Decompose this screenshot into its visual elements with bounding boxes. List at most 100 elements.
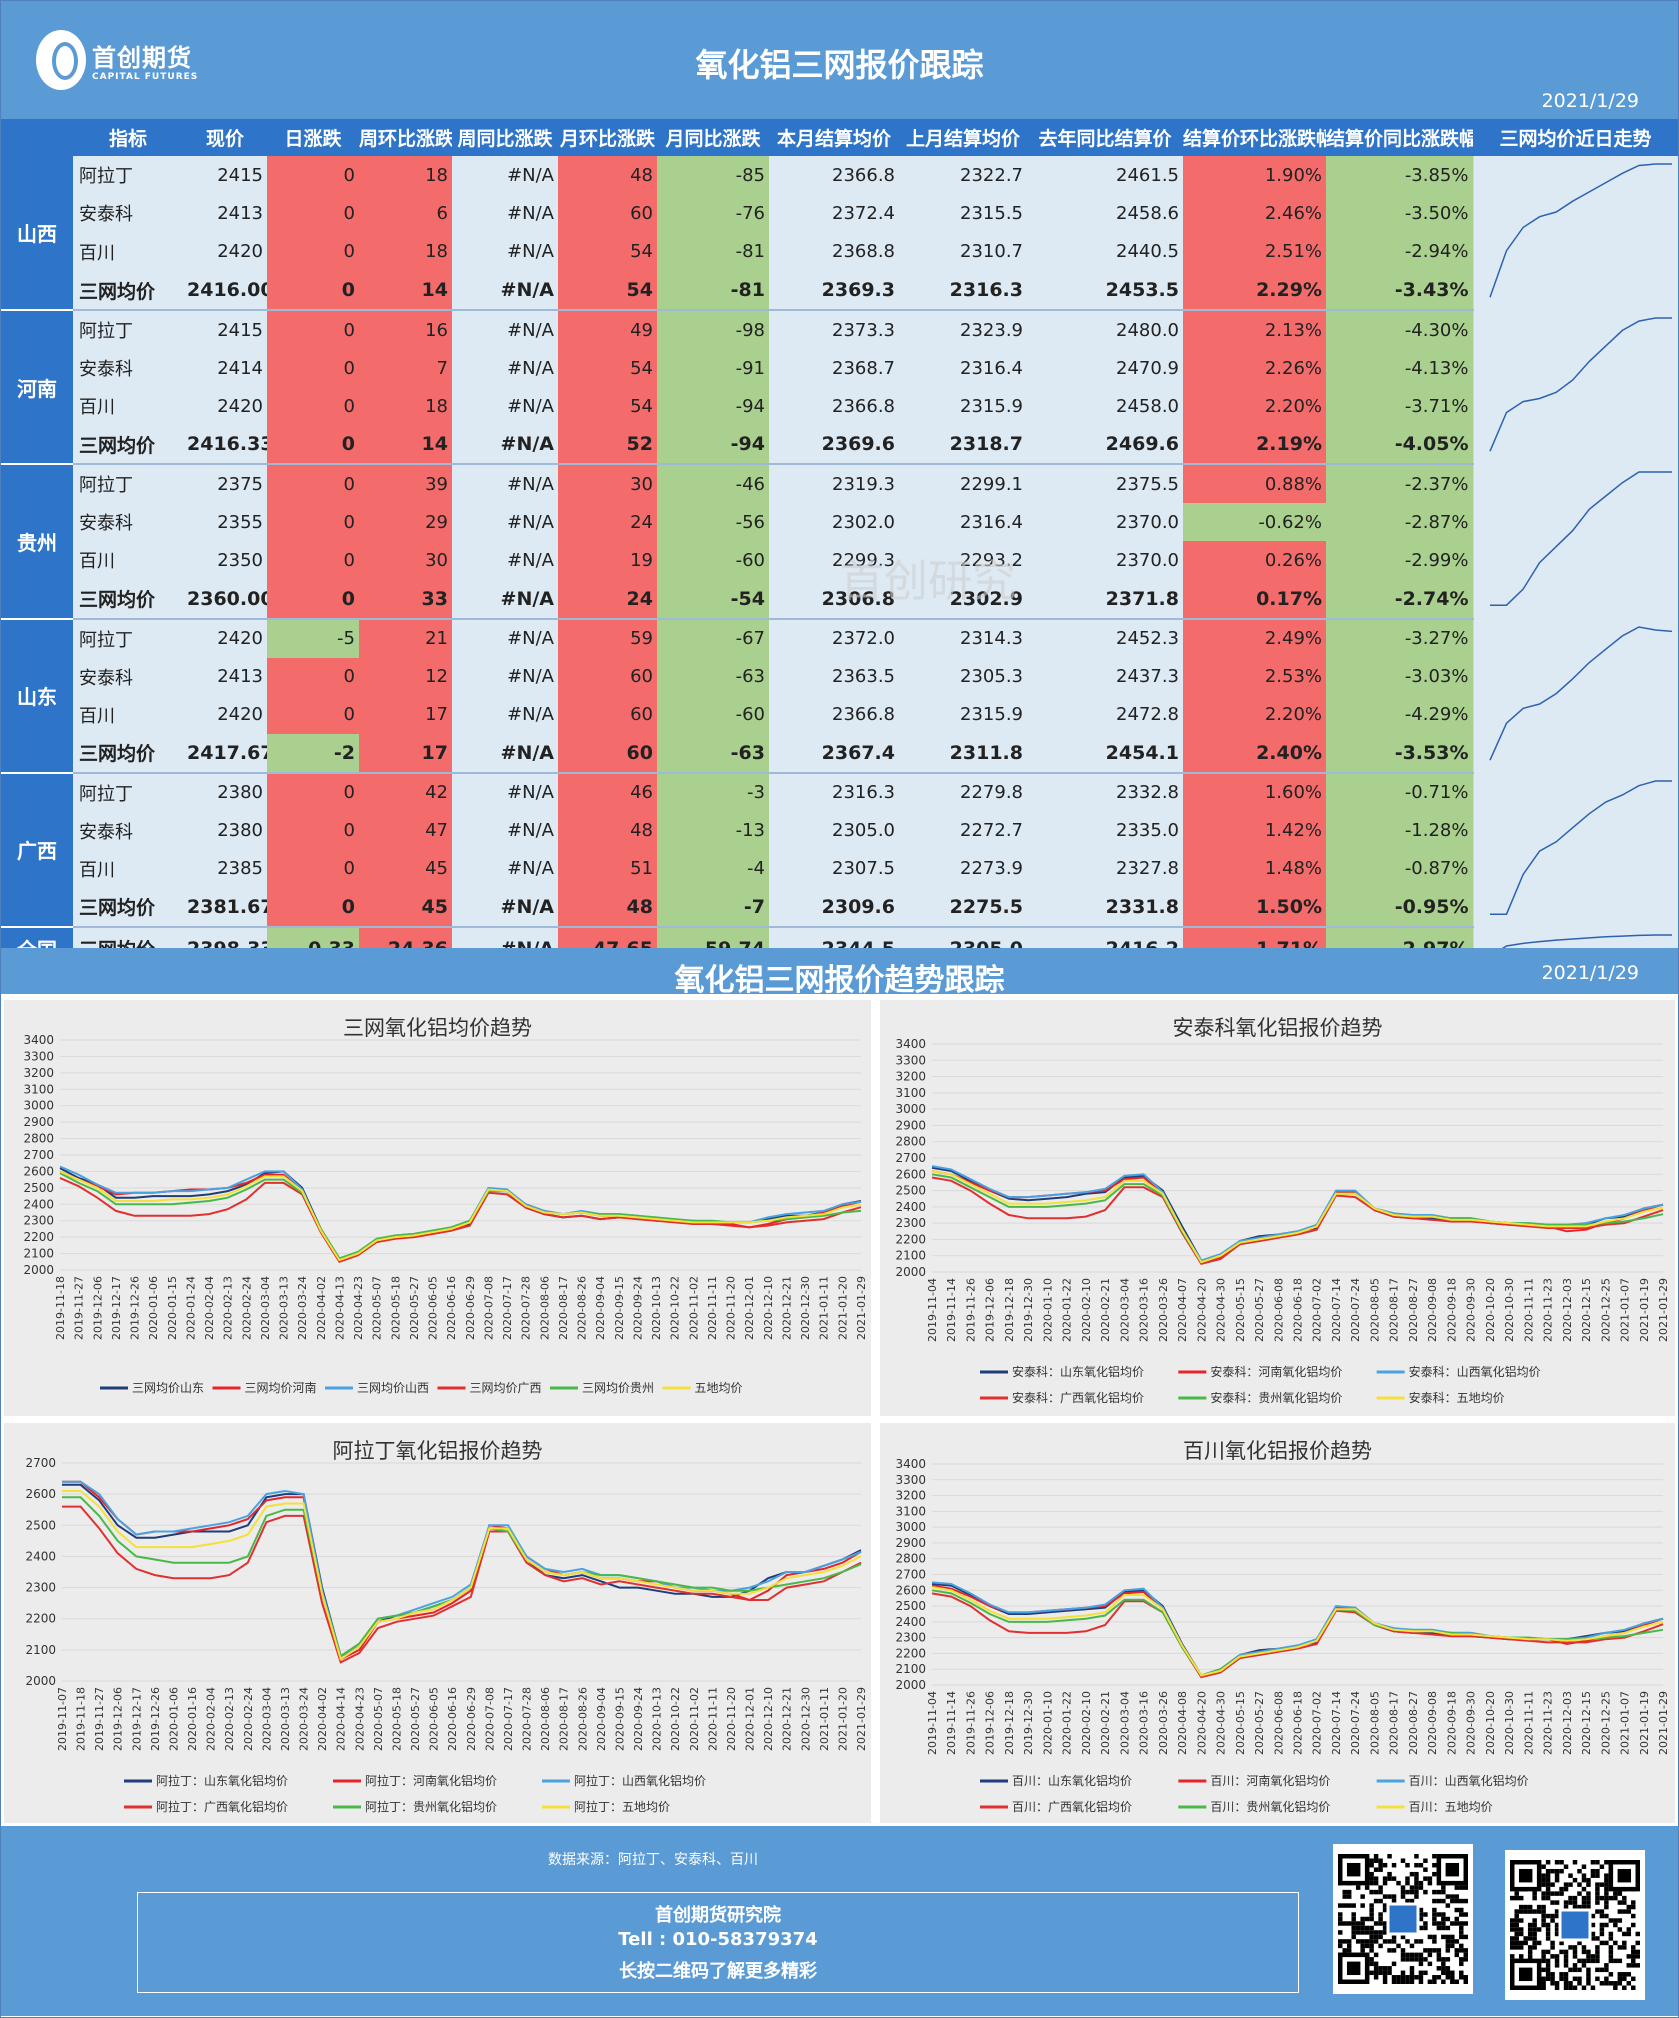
y-tick-label: 2400 [895, 1200, 926, 1214]
table-row: 三网均价 2416.00 0 14 #N/A 54 -81 2369.3 2316.3 2453.… [1, 270, 1678, 312]
x-tick-label: 2020-11-23 [1542, 1278, 1555, 1342]
column-header: 三网均价近日走势 [1473, 119, 1678, 156]
table-cell: 54 [558, 349, 657, 388]
table-cell: 2.13% [1183, 310, 1326, 350]
table-cell: 2322.7 [899, 156, 1027, 195]
table-cell: 2371.8 [1027, 579, 1183, 620]
table-cell: #N/A [452, 310, 558, 350]
sparkline-chart [1489, 625, 1673, 761]
table-cell: 2360.00 [183, 579, 267, 620]
table-cell: 0.88% [1183, 464, 1326, 504]
table-cell: -4.05% [1326, 425, 1473, 466]
y-tick-label: 2200 [895, 1232, 926, 1246]
table-row: 三网均价 2360.00 0 33 #N/A 24 -54 2306.8 2302.9 2371.… [1, 579, 1678, 620]
x-tick-label: 2019-12-06 [984, 1278, 997, 1342]
y-tick-label: 3400 [895, 1037, 926, 1051]
table-cell: 0 [267, 464, 359, 504]
x-tick-label: 2020-11-02 [688, 1687, 701, 1751]
y-tick-label: 2600 [25, 1487, 56, 1501]
x-tick-label: 2020-04-23 [353, 1687, 366, 1751]
column-header: 月同比涨跌 [657, 119, 769, 156]
x-tick-label: 2020-04-20 [1195, 1278, 1208, 1342]
x-tick-label: 2020-03-04 [259, 1276, 272, 1340]
table-cell: 1.48% [1183, 849, 1326, 888]
table-cell: #N/A [452, 733, 558, 774]
sparkline-chart [1490, 780, 1672, 915]
x-tick-label: 2020-04-14 [335, 1687, 348, 1751]
x-tick-label: 2020-07-02 [1311, 1278, 1324, 1342]
table-cell: 54 [558, 232, 657, 271]
x-tick-label: 2020-07-08 [482, 1276, 495, 1340]
legend-label: 安泰科：河南氧化铝均价 [1210, 1364, 1342, 1379]
table-cell: 42 [359, 772, 452, 812]
table-cell: #N/A [452, 618, 558, 658]
table-cell: 30 [359, 541, 452, 580]
table-cell: #N/A [452, 541, 558, 580]
qr-code-icon[interactable] [1505, 1850, 1645, 2000]
table-cell: -76 [657, 194, 769, 233]
table-cell: 0 [267, 387, 359, 426]
x-tick-label: 2020-01-10 [1041, 1691, 1054, 1755]
table-cell: #N/A [452, 425, 558, 466]
table-cell: 2368.7 [769, 349, 899, 388]
table-cell: 60 [558, 695, 657, 734]
legend-label: 安泰科：广西氧化铝均价 [1012, 1390, 1144, 1405]
x-tick-label: 2020-10-30 [1503, 1278, 1516, 1342]
x-tick-label: 2020-09-04 [595, 1687, 608, 1751]
table-cell: 2272.7 [899, 811, 1027, 850]
legend-label: 百川：贵州氧化铝均价 [1210, 1799, 1330, 1814]
table-cell: 29 [359, 503, 452, 542]
x-tick-label: 2020-08-06 [538, 1276, 551, 1340]
table-cell: 14 [359, 425, 452, 466]
x-tick-label: 2020-11-11 [706, 1687, 719, 1751]
series-line [62, 1496, 862, 1658]
y-tick-label: 2100 [23, 1247, 54, 1261]
x-tick-label: 2021-01-11 [818, 1687, 831, 1751]
x-tick-label: 2019-11-07 [56, 1687, 69, 1751]
x-tick-label: 2020-07-17 [502, 1687, 515, 1751]
legend-label: 阿拉丁：河南氧化铝均价 [365, 1773, 497, 1788]
sparkline-series [1490, 780, 1672, 915]
table-cell: 2480.0 [1027, 310, 1183, 350]
x-tick-label: 2020-02-21 [1099, 1691, 1112, 1755]
line-chart: 2000 2100 2200 2300 2400 2500 2600 2700 2800 2900… [23, 1033, 868, 1395]
logo-en: CAPITAL FUTURES [92, 72, 199, 82]
x-tick-label: 2019-12-30 [1022, 1278, 1035, 1342]
table-cell: 2420 [183, 232, 267, 271]
series-line [931, 1166, 1664, 1262]
x-tick-label: 2020-10-30 [1503, 1691, 1516, 1755]
table-row: 山西 阿拉丁 2415 0 18 #N/A 48 -85 2366.8 2322.7 2461.5 1… [1, 156, 1678, 312]
table-cell: 2469.6 [1027, 425, 1183, 466]
x-tick-label: 2020-07-02 [1311, 1691, 1324, 1755]
x-tick-label: 2019-12-06 [112, 1687, 125, 1751]
table-row: 河南 阿拉丁 2415 0 16 #N/A 49 -98 2373.3 2323.9 2480.0 2… [1, 310, 1678, 466]
table-cell: 2.26% [1183, 349, 1326, 388]
legend-label: 阿拉丁：广西氧化铝均价 [156, 1799, 288, 1814]
x-tick-label: 2019-11-27 [73, 1276, 86, 1340]
table-cell: 2413 [183, 657, 267, 696]
table-cell: 0 [267, 156, 359, 195]
table-cell: -13 [657, 811, 769, 850]
x-tick-label: 2020-03-13 [279, 1687, 292, 1751]
x-tick-label: 2021-01-07 [1619, 1691, 1632, 1755]
x-tick-label: 2020-05-15 [1234, 1691, 1247, 1755]
qr-code-icon[interactable] [1333, 1844, 1473, 1994]
table-cell: 2437.3 [1027, 657, 1183, 696]
column-header: 去年同比结算价 [1027, 119, 1183, 156]
x-tick-label: 2021-01-20 [836, 1687, 849, 1751]
table-cell: 0 [267, 541, 359, 580]
y-tick-label: 2000 [895, 1678, 926, 1692]
x-tick-label: 2019-12-26 [149, 1687, 162, 1751]
x-tick-label: 2019-12-06 [91, 1276, 104, 1340]
table-cell: 2305.3 [899, 657, 1027, 696]
table-row: 百川 2350 0 30 #N/A 19 -60 2299.3 2293.2 2370.0 0.26… [1, 541, 1678, 580]
x-tick-label: 2020-05-27 [408, 1276, 421, 1340]
line-chart: 2000 2100 2200 2300 2400 2500 2600 2700 2800 2900… [895, 1037, 1670, 1405]
qr-note: 长按二维码了解更多精彩 [619, 1961, 817, 1982]
y-tick-label: 3000 [895, 1520, 926, 1534]
table-row: 三网均价 2381.67 0 45 #N/A 48 -7 2309.6 2275.5 2331.8… [1, 887, 1678, 928]
table-cell: #N/A [452, 156, 558, 195]
table-cell: 2369.3 [769, 270, 899, 312]
table-cell: 2472.8 [1027, 695, 1183, 734]
x-tick-label: 2020-09-30 [1465, 1691, 1478, 1755]
